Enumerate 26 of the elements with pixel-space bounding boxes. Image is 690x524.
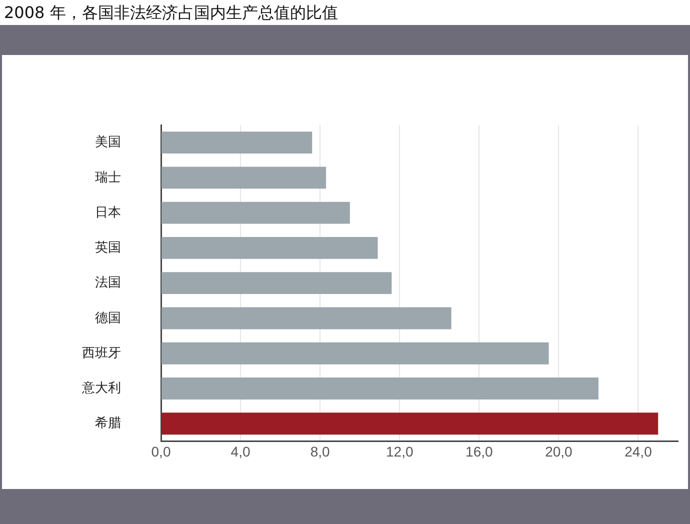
bar (162, 378, 598, 400)
bar (162, 307, 452, 330)
y-tick-label: 瑞士 (95, 169, 121, 184)
y-tick-label: 西班牙 (82, 344, 121, 360)
y-tick-label: 德国 (95, 310, 121, 325)
x-tick-label: 20,0 (545, 443, 573, 460)
y-tick-label: 意大利 (81, 380, 121, 396)
chart-title: 2008 年，各国非法经济占国内生产总值的比值 (3, 2, 339, 24)
bar (162, 272, 392, 294)
bar (162, 342, 549, 364)
y-tick-label: 日本 (95, 204, 121, 220)
x-tick-label: 12,0 (386, 443, 414, 460)
y-tick-label: 美国 (95, 134, 121, 150)
x-tick-label: 0,0 (151, 443, 171, 460)
x-tick-label: 8,0 (310, 443, 330, 460)
y-tick-label: 希腊 (95, 415, 121, 430)
bar (162, 237, 378, 259)
x-tick-label: 4,0 (230, 443, 250, 460)
y-tick-label: 英国 (95, 240, 121, 255)
y-tick-label: 法国 (95, 274, 121, 290)
bar (162, 132, 312, 154)
x-tick-label: 24,0 (624, 443, 652, 460)
bar (162, 412, 658, 435)
x-tick-label: 16,0 (466, 443, 493, 460)
bar (162, 166, 326, 189)
bar (162, 202, 350, 224)
